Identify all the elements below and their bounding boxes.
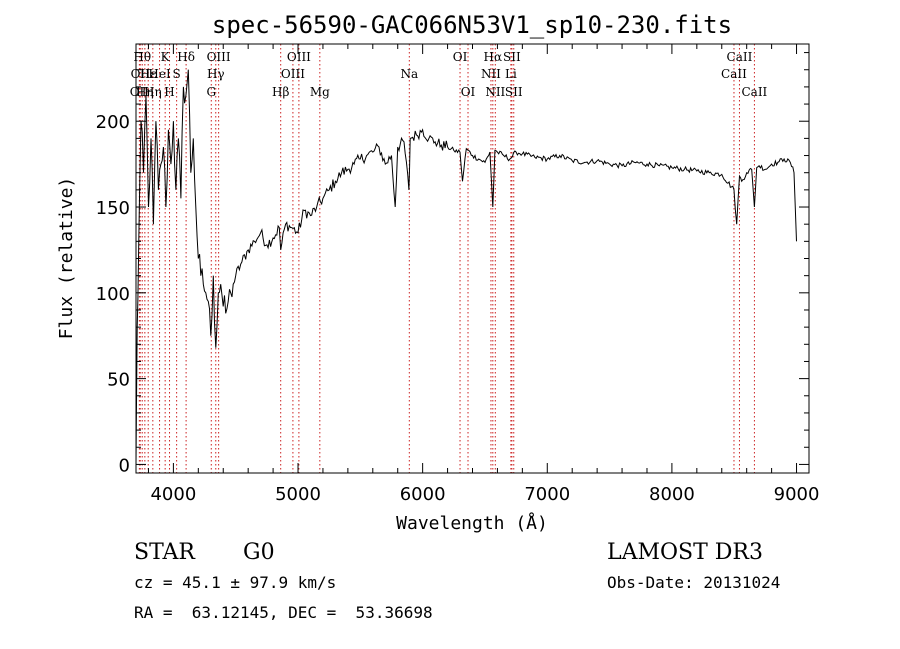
line-label-10: Hδ — [177, 50, 195, 64]
line-label-16: OIII — [287, 50, 311, 64]
line-label-22: Hα — [484, 50, 503, 64]
line-label-1: OII — [131, 67, 151, 81]
line-label-9: S — [173, 67, 181, 81]
line-label-24: Li — [505, 67, 517, 81]
line-label-3: Hη — [136, 85, 154, 99]
y-tick-label-0: 0 — [119, 455, 130, 476]
y-tick-label-2: 100 — [96, 284, 130, 305]
line-label-20: OI — [461, 85, 476, 99]
y-axis: 0 50 100 150 200 — [96, 52, 809, 476]
spectrum-line — [135, 69, 797, 465]
spectral-line-labels: OII OII Hθ Hη Hε Hη HeI K HS Hδ G Hγ OIII Hβ OIII OIII M… — [130, 50, 768, 99]
line-label-7: K — [161, 50, 171, 64]
x-tick-label-5: 9000 — [774, 484, 820, 505]
x-tick-label-1: 5000 — [275, 484, 321, 505]
x-tick-label-3: 7000 — [524, 484, 570, 505]
y-tick-label-1: 50 — [107, 370, 130, 391]
x-axis-label: Wavelength (Å) — [396, 512, 548, 534]
line-label-28: CaII — [727, 50, 753, 64]
line-label-27: CaII — [721, 67, 747, 81]
line-label-18: Na — [400, 67, 418, 81]
chart-title: spec-56590-GAC066N53V1_sp10-230.fits — [212, 11, 732, 39]
line-label-8: H — [164, 85, 174, 99]
line-label-6: HeI — [148, 67, 171, 81]
object-subclass: G0 — [243, 540, 275, 565]
line-label-5: Hη — [144, 85, 162, 99]
spectral-line-markers — [138, 44, 755, 473]
line-label-17: Mg — [310, 85, 330, 99]
line-label-19: OI — [453, 50, 468, 64]
line-label-11: G — [206, 85, 216, 99]
x-axis: 4000 5000 6000 7000 8000 9000 — [147, 44, 820, 505]
redshift-readout: cz = 45.1 ± 97.9 km/s — [134, 573, 337, 592]
x-tick-label-4: 8000 — [649, 484, 695, 505]
line-label-4: Hε — [140, 67, 157, 81]
x-tick-label-2: 6000 — [400, 484, 446, 505]
survey-name: LAMOST DR3 — [607, 540, 763, 565]
y-axis-label: Flux (relative) — [56, 177, 77, 340]
line-label-21: NII — [481, 67, 501, 81]
x-tick-label-0: 4000 — [150, 484, 196, 505]
line-label-26: SII — [505, 85, 523, 99]
line-label-13: OIII — [207, 50, 231, 64]
line-label-25: SII — [503, 50, 521, 64]
obs-date: Obs-Date: 20131024 — [607, 573, 781, 592]
object-class: STAR — [134, 540, 195, 565]
line-label-29: CaII — [741, 85, 767, 99]
y-tick-label-4: 200 — [96, 112, 130, 133]
line-label-23: NII — [485, 85, 505, 99]
line-label-0: OII — [130, 85, 150, 99]
line-label-15: OIII — [281, 67, 305, 81]
line-label-12: Hγ — [207, 67, 225, 81]
coordinates: RA = 63.12145, DEC = 53.36698 — [134, 603, 433, 622]
line-label-2: Hθ — [133, 50, 151, 64]
plot-frame — [135, 43, 810, 474]
line-label-14: Hβ — [272, 85, 289, 99]
y-tick-label-3: 150 — [96, 198, 130, 219]
